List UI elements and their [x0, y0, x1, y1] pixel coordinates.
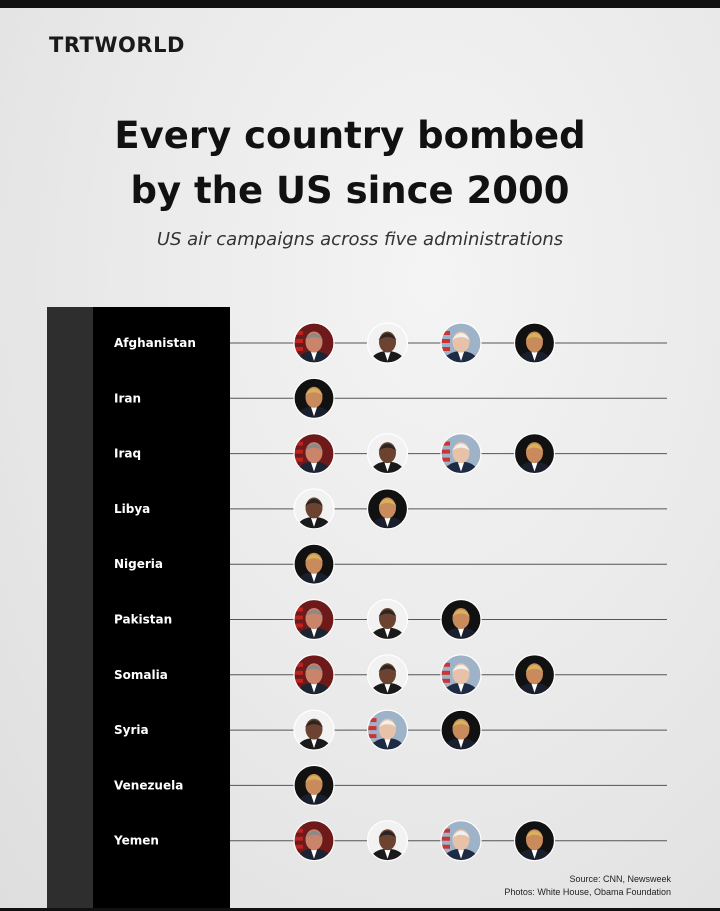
country-label: Nigeria — [114, 557, 163, 571]
portrait-obama — [366, 433, 409, 475]
portrait-biden — [440, 820, 482, 862]
portrait-bush — [293, 322, 335, 364]
country-label: Syria — [114, 723, 149, 737]
country-label: Iran — [114, 391, 141, 405]
chart-subtitle: US air campaigns across five administrat… — [156, 229, 564, 250]
row-iran: Iran — [114, 377, 667, 419]
portrait-trump — [293, 543, 335, 585]
country-label: Libya — [114, 502, 150, 516]
country-label: Pakistan — [114, 613, 172, 627]
country-label: Afghanistan — [114, 336, 196, 350]
portrait-trump — [513, 322, 556, 364]
row-yemen: Yemen — [113, 820, 667, 862]
portrait-obama — [293, 488, 335, 530]
portrait-trump — [513, 433, 556, 475]
row-venezuela: Venezuela — [114, 764, 667, 807]
portrait-trump — [440, 598, 482, 641]
row-syria: Syria — [114, 709, 667, 751]
country-label: Yemen — [113, 834, 159, 848]
portrait-biden — [440, 433, 482, 475]
chart-title: Every country bombed by the US since 200… — [0, 108, 700, 218]
portrait-biden — [440, 322, 482, 364]
row-pakistan: Pakistan — [114, 598, 667, 641]
country-label: Iraq — [114, 447, 141, 461]
portrait-biden — [440, 654, 482, 696]
portrait-bush — [293, 654, 335, 696]
portrait-obama — [366, 820, 409, 862]
country-label: Somalia — [114, 668, 168, 682]
portrait-bush — [293, 598, 335, 641]
credits: Source: CNN, Newsweek Photos: White Hous… — [440, 873, 671, 899]
country-label: Venezuela — [114, 778, 183, 792]
label-panel-edge — [47, 307, 93, 908]
title-line-1: Every country bombed — [114, 114, 586, 157]
source-note: Source: CNN, Newsweek — [569, 874, 671, 884]
portrait-trump — [293, 377, 335, 419]
portrait-obama — [366, 654, 409, 696]
row-libya: Libya — [114, 488, 667, 530]
bottom-border — [0, 908, 720, 911]
portrait-trump — [513, 654, 556, 696]
portrait-bush — [293, 433, 335, 475]
photo-credit: Photos: White House, Obama Foundation — [504, 887, 671, 897]
row-afghanistan: Afghanistan — [114, 322, 667, 364]
portrait-obama — [293, 709, 335, 751]
brand-logo: TRTWORLD — [49, 33, 185, 57]
portrait-biden — [366, 709, 409, 751]
portrait-obama — [366, 322, 409, 364]
top-border — [0, 0, 720, 8]
portrait-trump — [513, 820, 556, 862]
portrait-trump — [293, 764, 335, 807]
label-panel — [93, 307, 230, 908]
portrait-obama — [366, 598, 409, 641]
row-nigeria: Nigeria — [114, 543, 667, 585]
title-line-2: by the US since 2000 — [130, 169, 570, 212]
portrait-bush — [293, 820, 335, 862]
portrait-trump — [366, 488, 409, 530]
row-somalia: Somalia — [114, 654, 667, 696]
row-iraq: Iraq — [114, 433, 667, 475]
portrait-trump — [440, 709, 482, 751]
